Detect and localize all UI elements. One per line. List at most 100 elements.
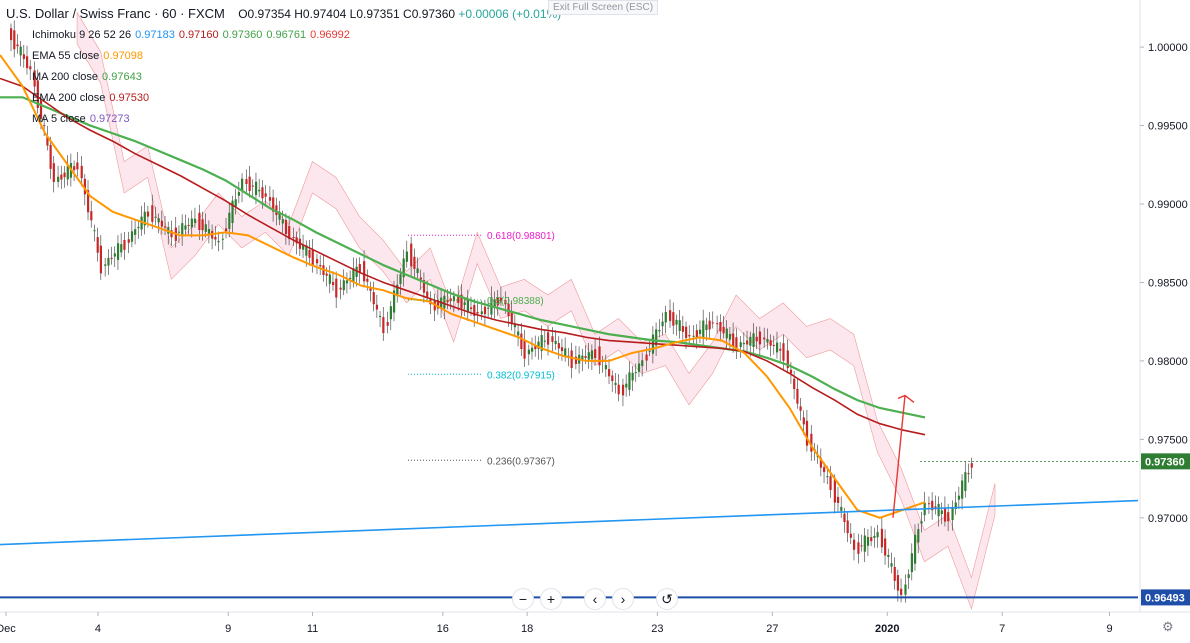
candle-body (648, 350, 651, 352)
candle-body (221, 238, 225, 240)
candle-body (775, 342, 779, 353)
candle-body (480, 311, 483, 315)
candle-body (110, 257, 113, 259)
candle-body (810, 433, 813, 452)
candle-body (466, 299, 469, 313)
ohlc-readout: O0.97354 H0.97404 L0.97351 C0.97360 (238, 7, 456, 21)
candle-body (389, 306, 392, 320)
candle-body (574, 356, 578, 365)
candle-body (614, 382, 617, 385)
indicator-legend-3[interactable]: EMA 200 close 0.97530 (32, 92, 149, 104)
gear-icon[interactable]: ⚙ (1162, 619, 1174, 634)
candle-body (355, 266, 358, 277)
candle-body (193, 218, 197, 223)
candle-body (758, 331, 762, 345)
candle-body (766, 338, 769, 343)
indicator-value: 0.96992 (310, 29, 350, 41)
candle-body (352, 268, 355, 282)
candle-body (46, 136, 49, 146)
candle-body (73, 166, 76, 171)
indicator-legend-4[interactable]: MA 5 close 0.97273 (32, 113, 130, 125)
candle-body (786, 350, 789, 369)
time-tick-label: 9 (225, 623, 231, 635)
candle-body (967, 473, 970, 475)
candle-body (782, 343, 785, 361)
candle-body (698, 329, 702, 334)
candle-body (732, 333, 735, 347)
candle-body (123, 239, 126, 250)
candle-body (826, 476, 829, 478)
candle-body (685, 326, 688, 338)
indicator-name: EMA 55 close (32, 50, 100, 62)
candle-body (392, 290, 396, 313)
candle-body (805, 420, 809, 446)
zoom-out-button[interactable]: − (512, 588, 534, 610)
time-tick-label: 23 (651, 623, 663, 635)
candle-body (557, 343, 560, 349)
candle-body (702, 320, 705, 339)
candle-body (382, 317, 385, 334)
candle-body (625, 383, 628, 388)
candle-body (840, 506, 843, 511)
candle-body (339, 287, 342, 290)
scroll-left-button[interactable]: ‹ (584, 588, 606, 610)
candle-body (57, 176, 60, 182)
candle-body (305, 245, 308, 256)
candle-body (719, 322, 722, 332)
time-tick-label: 7 (999, 623, 1005, 635)
indicator-legend-2[interactable]: MA 200 close 0.97643 (32, 71, 142, 83)
candle-body (658, 329, 661, 332)
indicator-legend-1[interactable]: EMA 55 close 0.97098 (32, 50, 143, 62)
candle-body (39, 100, 43, 119)
candle-body (170, 230, 173, 238)
candle-body (443, 295, 446, 309)
candle-body (722, 326, 725, 334)
indicator-value: 0.96761 (266, 29, 307, 41)
candle-body (931, 500, 934, 511)
candle-body (272, 197, 275, 212)
candle-body (66, 165, 69, 180)
candle-body (547, 332, 550, 345)
candle-body (523, 339, 526, 359)
fib-level-label: 0.382(0.97915) (487, 370, 555, 381)
candle-body (570, 350, 573, 368)
ema55-line (0, 54, 926, 519)
candle-body (127, 239, 130, 243)
candle-body (207, 229, 211, 234)
candle-body (661, 321, 664, 327)
symbol-title: U.S. Dollar / Swiss Franc · 60 · FXCM (6, 6, 225, 21)
candle-body (852, 539, 856, 550)
candle-body (13, 30, 16, 50)
candle-body (947, 512, 950, 522)
candle-body (608, 369, 611, 377)
candle-body (496, 297, 499, 306)
reset-chart-button[interactable]: ↺ (656, 588, 678, 610)
candle-body (716, 323, 719, 325)
candle-body (476, 311, 479, 314)
candle-body (617, 384, 620, 395)
candle-body (452, 296, 456, 302)
candle-body (564, 348, 567, 357)
candle-body (678, 320, 681, 332)
candle-body (254, 181, 258, 195)
candle-body (325, 273, 328, 276)
candle-body (937, 503, 940, 517)
candle-body (560, 347, 564, 352)
candle-body (422, 280, 426, 293)
zoom-in-button[interactable]: + (540, 588, 562, 610)
scroll-right-button[interactable]: › (612, 588, 634, 610)
candle-body (789, 369, 793, 374)
candle-body (426, 291, 429, 297)
indicator-legend-0[interactable]: Ichimoku 9 26 52 26 0.97183 0.97160 0.97360… (32, 29, 350, 41)
candle-body (190, 218, 193, 228)
candle-body (281, 219, 284, 224)
candle-body (836, 496, 840, 503)
exit-fullscreen-button[interactable]: Exit Full Screen (ESC) (548, 0, 659, 15)
candle-body (637, 363, 641, 372)
candle-body (695, 330, 698, 338)
indicator-name: MA 5 close (32, 113, 86, 125)
candle-body (543, 340, 547, 342)
candle-body (419, 277, 422, 280)
candle-body (537, 341, 540, 349)
